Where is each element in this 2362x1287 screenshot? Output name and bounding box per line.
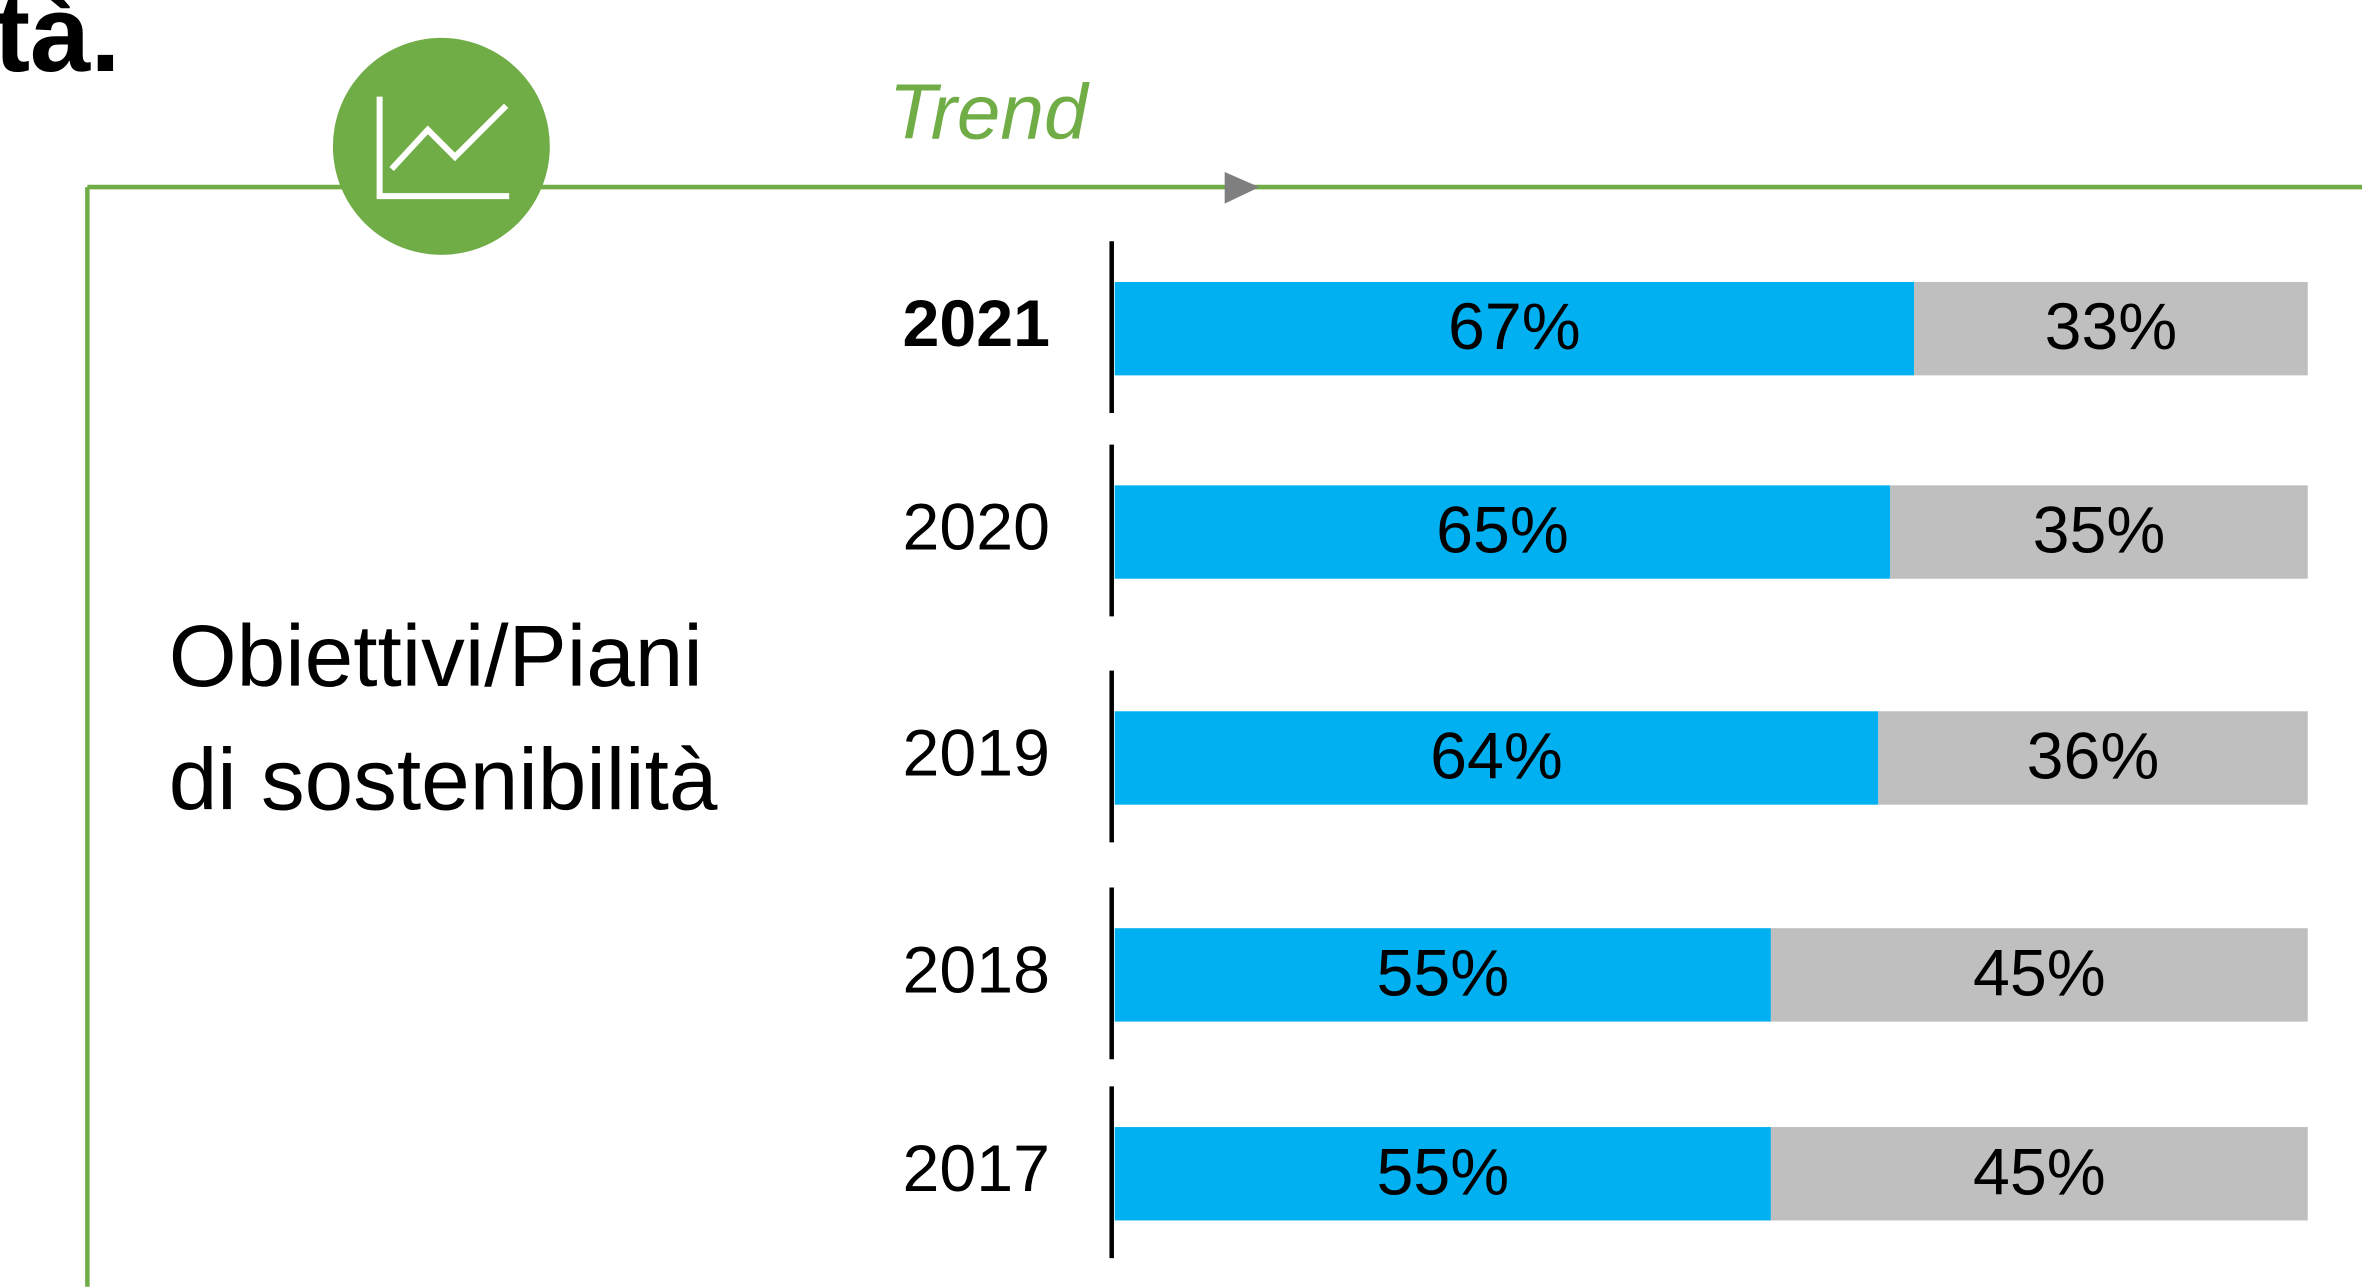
y-tick-label: 2017 (903, 1132, 1050, 1206)
icon-line (389, 103, 509, 172)
data-label: 33% (2045, 290, 2178, 364)
data-label: 36% (2027, 720, 2160, 794)
chart-label: Obiettivi/Piani (169, 607, 703, 705)
data-label: 65% (1436, 494, 1569, 568)
data-label: 67% (1448, 290, 1581, 364)
trend-label: Trend (889, 67, 1090, 155)
data-label: 55% (1376, 936, 1509, 1010)
bar-segment (1890, 485, 2308, 579)
trend-arrow (1224, 172, 1260, 204)
bar-segment (1114, 711, 1879, 805)
bar-segment (1914, 281, 2308, 376)
chart-label: di sostenibilità (169, 731, 718, 829)
bar-segment (1878, 711, 2308, 805)
bar-segment (1114, 281, 1915, 376)
bar-segment (1770, 928, 2308, 1022)
y-tick-label: 2021 (903, 287, 1050, 361)
y-tick-label: 2018 (903, 933, 1050, 1007)
y-tick-label: 2019 (903, 717, 1050, 791)
heading-fragment: tà. (0, 0, 121, 94)
data-label: 64% (1430, 720, 1563, 794)
bar-segment (1114, 1127, 1771, 1221)
icon-axes (376, 96, 510, 200)
data-label: 35% (2033, 494, 2166, 568)
bar-segment (1770, 1127, 2308, 1221)
bar-segment (1114, 485, 1891, 579)
data-label: 55% (1376, 1135, 1509, 1209)
data-label: 45% (1973, 936, 2106, 1010)
data-label: 45% (1973, 1135, 2106, 1209)
y-tick-label: 2020 (903, 491, 1050, 565)
bar-segment (1114, 928, 1771, 1022)
